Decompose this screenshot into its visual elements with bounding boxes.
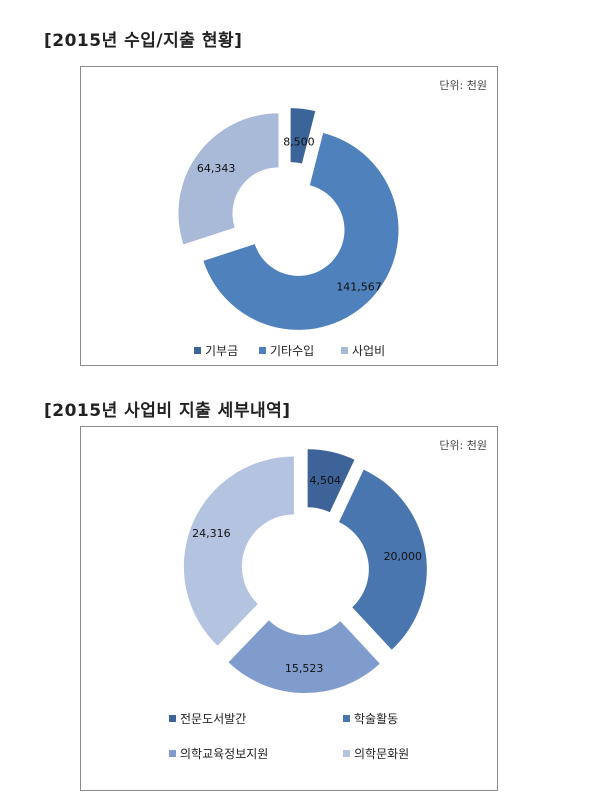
legend-item: 사업비: [341, 342, 385, 359]
legend-item: 학술활동: [343, 710, 398, 727]
legend-label: 의학문화원: [354, 747, 410, 761]
legend-swatch: [169, 715, 176, 722]
donut-slice: [307, 449, 355, 513]
legend-item: 기타수입: [259, 342, 314, 359]
chart-panel-income-expense: 단위: 천원 8,500 141,567 64,343 기부금 기타수입 사업비: [80, 66, 498, 366]
data-label: 141,567: [336, 281, 382, 294]
legend-swatch: [259, 347, 266, 354]
legend-item: 의학문화원: [343, 745, 409, 762]
unit-label: 단위: 천원: [439, 439, 487, 452]
legend-item: 의학교육정보지원: [169, 745, 268, 762]
unit-label: 단위: 천원: [439, 79, 487, 92]
legend-label: 학술활동: [354, 712, 399, 726]
donut-chart-income-expense: 8,500 141,567 64,343: [178, 108, 399, 330]
donut-slice: [203, 132, 399, 330]
legend-swatch: [343, 750, 350, 757]
legend-swatch: [194, 347, 201, 354]
data-label: 20,000: [384, 550, 423, 563]
legend-label: 기부금: [205, 344, 239, 358]
data-label: 15,523: [285, 662, 324, 675]
legend-label: 의학교육정보지원: [180, 747, 269, 761]
donut-slice: [290, 108, 316, 164]
chart-panel-project-detail: 단위: 천원 4,504 20,000 15,523 24,316 전문도서발간 학술활…: [80, 426, 498, 791]
legend-swatch: [341, 347, 348, 354]
legend-label: 전문도서발간: [180, 712, 247, 726]
legend-item: 전문도서발간: [169, 710, 246, 727]
donut-slice: [228, 620, 380, 693]
data-label: 64,343: [197, 162, 236, 175]
donut-slice: [338, 469, 427, 650]
data-label: 4,504: [310, 474, 342, 487]
legend-swatch: [343, 715, 350, 722]
legend-swatch: [169, 750, 176, 757]
legend-item: 기부금: [194, 342, 238, 359]
legend-label: 기타수입: [270, 344, 315, 358]
chart-title-income-expense: [2015년 수입/지출 현황]: [44, 31, 243, 51]
donut-chart-project-detail: 4,504 20,000 15,523 24,316: [183, 449, 427, 693]
data-label: 8,500: [283, 136, 315, 149]
legend-label: 사업비: [352, 344, 386, 358]
chart-title-project-detail: [2015년 사업비 지출 세부내역]: [44, 401, 291, 421]
donut-slice: [178, 113, 279, 245]
data-label: 24,316: [192, 527, 231, 540]
donut-slice: [183, 456, 294, 646]
